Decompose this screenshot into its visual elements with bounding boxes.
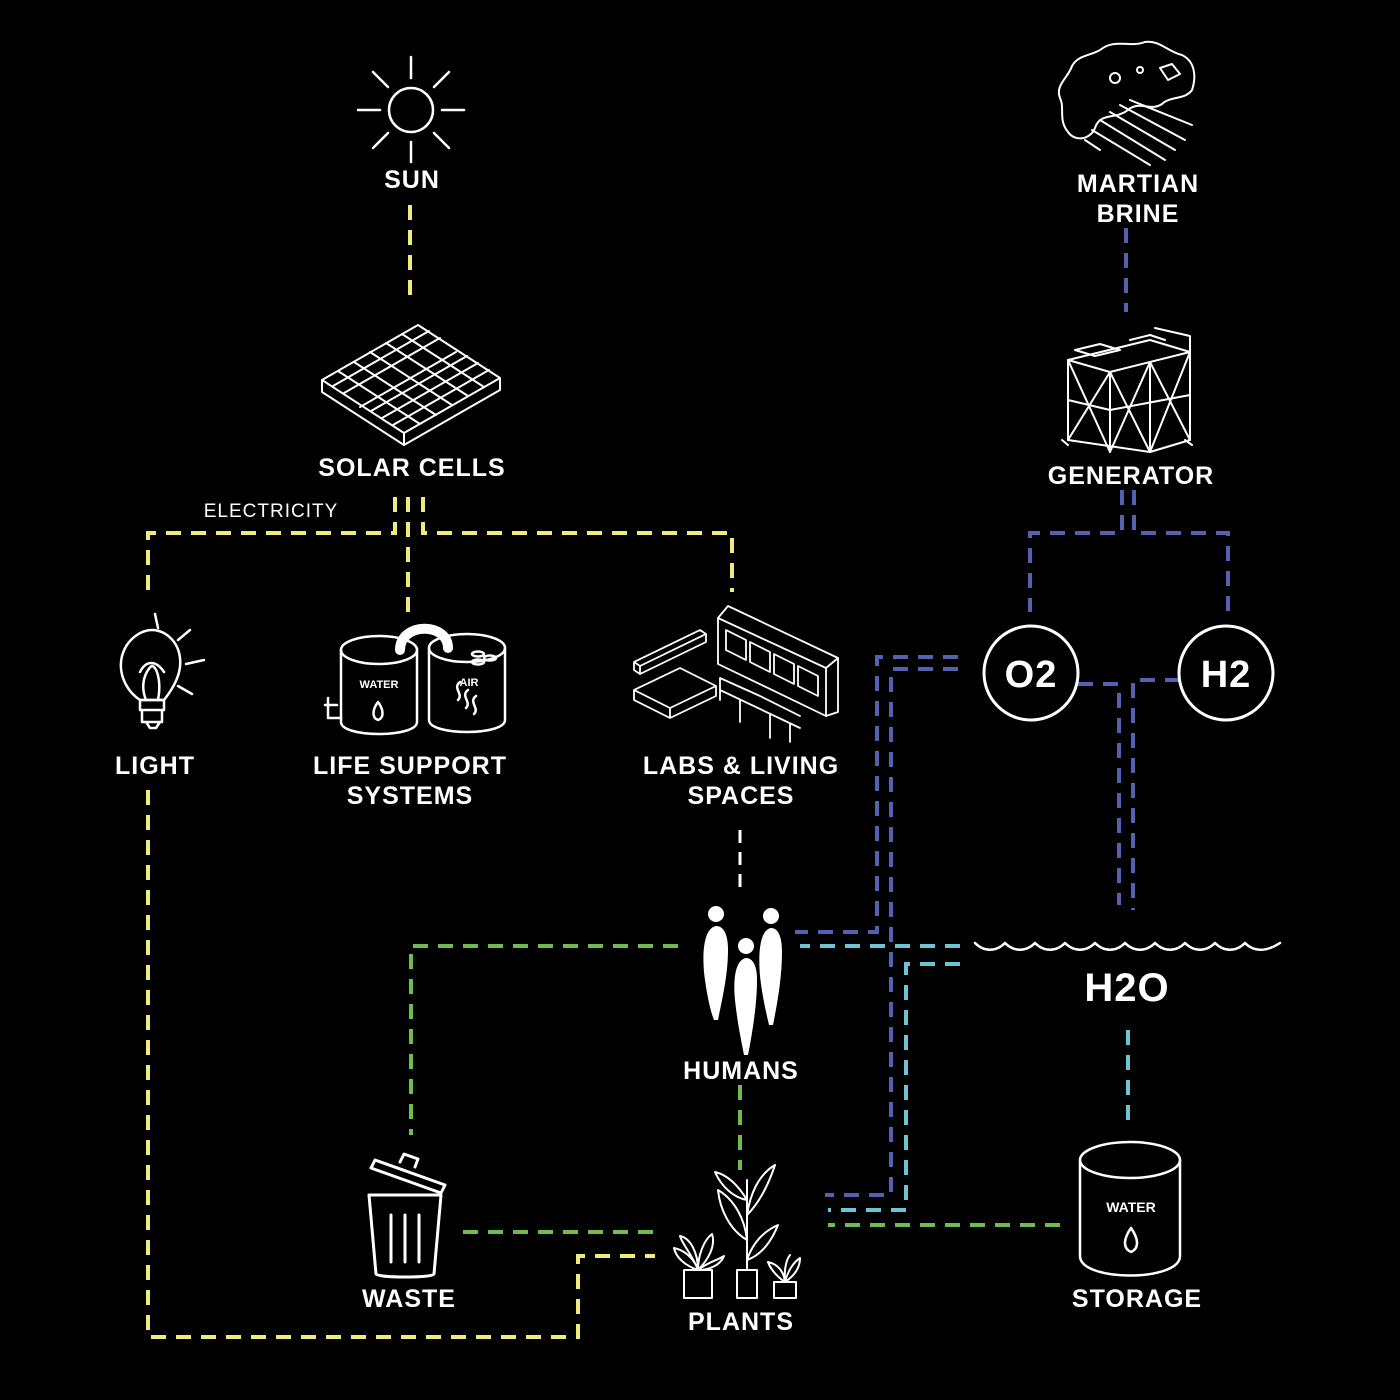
humans-label: HUMANS — [683, 1057, 799, 1085]
life-support-label-line1: LIFE SUPPORT — [313, 752, 507, 780]
light-label: LIGHT — [115, 752, 195, 780]
h2-label: H2 — [1200, 654, 1252, 696]
life-support-label-line2: SYSTEMS — [346, 782, 474, 810]
humans-icon — [703, 906, 782, 1055]
labs-icon — [633, 605, 839, 743]
trash-can-icon — [367, 1152, 447, 1279]
storage-label: STORAGE — [1071, 1285, 1203, 1313]
storage-water-label: WATER — [1106, 1199, 1156, 1215]
water-storage-icon: WATER — [1078, 1140, 1182, 1277]
flow-light-plants — [146, 790, 655, 1339]
martian-brine-label: MARTIAN BRINE — [1077, 169, 1199, 229]
flow-h2-h2o — [1131, 678, 1180, 910]
martian-brine-label-line1: MARTIAN — [1076, 170, 1200, 198]
flow-solar-labs — [421, 497, 734, 592]
labs-label-line1: LABS & LIVING — [642, 752, 840, 780]
generator-icon — [1061, 327, 1193, 453]
plants-label: PLANTS — [688, 1308, 794, 1336]
light-bulb-icon — [119, 612, 206, 730]
life-support-air-label: AIR — [460, 677, 479, 689]
labs-label-line2: SPACES — [687, 782, 795, 810]
flow-solar-light — [146, 497, 397, 592]
o2-circle — [982, 624, 1080, 722]
sun-icon — [356, 55, 466, 164]
brine-splash-icon — [1057, 40, 1196, 166]
h2-circle — [1177, 624, 1275, 722]
life-support-label: LIFE SUPPORT SYSTEMS — [313, 751, 507, 811]
life-support-water-label: WATER — [360, 679, 399, 691]
electricity-label: ELECTRICITY — [203, 501, 339, 522]
water-wave-icon — [973, 941, 1282, 951]
labs-label: LABS & LIVING SPACES — [643, 751, 839, 811]
sun-label: SUN — [384, 166, 440, 194]
flow-humans-waste — [409, 944, 678, 1135]
h2o-label: H2O — [1084, 966, 1170, 1010]
generator-label: GENERATOR — [1047, 462, 1215, 490]
flow-h2o-plants — [828, 962, 960, 1212]
waste-label: WASTE — [362, 1285, 456, 1313]
plants-icon — [673, 1164, 801, 1299]
flow-o2-plants — [825, 667, 958, 1197]
flow-lines — [146, 205, 1230, 1339]
flow-generator-o2 — [1028, 490, 1124, 612]
solar-cells-label: SOLAR CELLS — [318, 454, 506, 482]
martian-brine-label-line2: BRINE — [1096, 200, 1180, 228]
tank-icon: WATER AIR — [323, 623, 507, 736]
o2-label: O2 — [1004, 654, 1058, 696]
flow-o2-h2o — [1078, 682, 1121, 905]
flow-generator-h2 — [1132, 490, 1230, 612]
solar-panel-icon — [321, 324, 501, 446]
